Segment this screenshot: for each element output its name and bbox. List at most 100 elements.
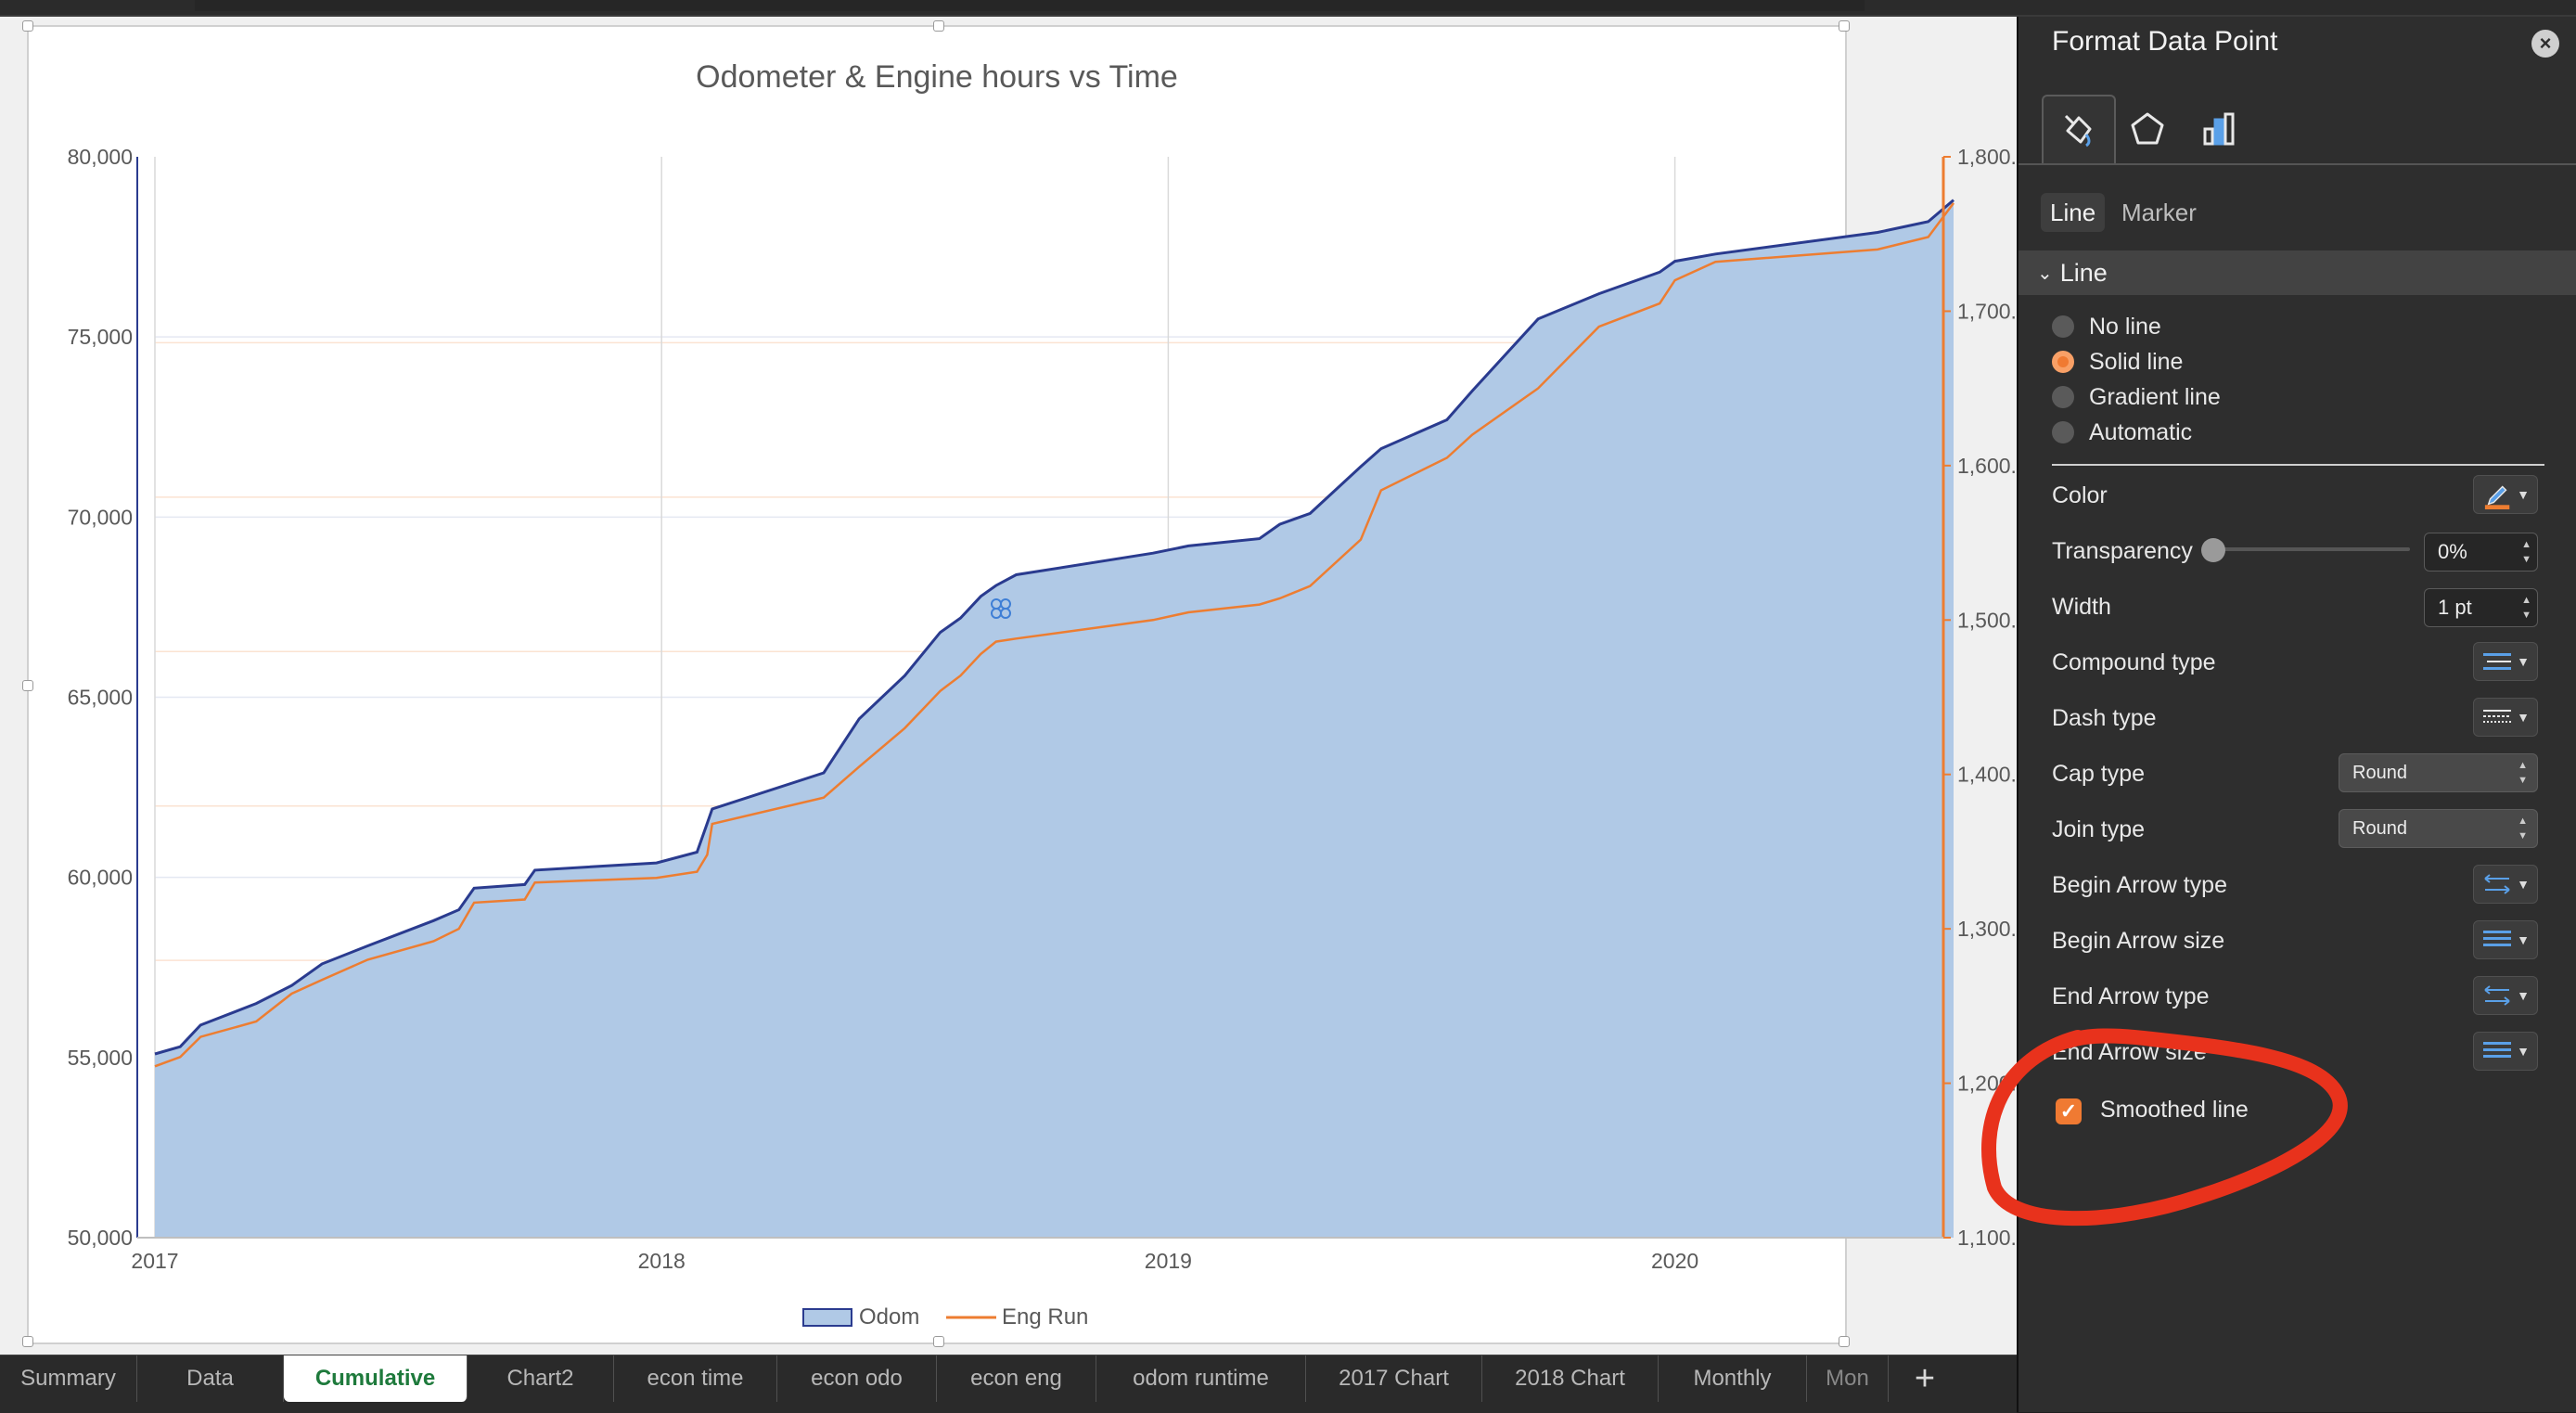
sheet-tab-econ-eng[interactable]: econ eng [937,1355,1096,1402]
radio-button[interactable] [2052,315,2074,338]
stepper-arrows-icon[interactable]: ▲ ▼ [2521,539,2531,565]
radio-button-selected[interactable] [2052,351,2074,373]
sheet-tab-monthly[interactable]: Monthly [1659,1355,1807,1402]
fill-line-category-button[interactable] [2042,95,2116,165]
resize-handle[interactable] [22,20,33,32]
begin-arrow-type-label: Begin Arrow type [2052,872,2227,898]
join-type-select[interactable]: Round ▲ ▼ [2339,809,2538,848]
line-color-picker[interactable]: ▼ [2473,475,2538,514]
sheet-tab-econ-time[interactable]: econ time [614,1355,777,1402]
begin-arrow-size-button[interactable]: ▼ [2473,920,2538,959]
x-axis-tick-label: 2018 [638,1249,686,1273]
chevron-down-icon: ▼ [2517,1044,2530,1059]
end-arrow-type-button[interactable]: ▼ [2473,976,2538,1015]
chart-svg[interactable]: Odometer & Engine hours vs Time 50,000 55… [0,33,2017,1371]
left-axis-tick-label: 50,000 [68,1226,133,1250]
chart-title[interactable]: Odometer & Engine hours vs Time [696,59,1178,95]
effects-category-button[interactable] [2112,95,2183,163]
end-arrow-type-label: End Arrow type [2052,983,2210,1009]
sheet-tab-2018-chart[interactable]: 2018 Chart [1482,1355,1659,1402]
chevron-down-icon: ▼ [2517,988,2530,1003]
engrun-series-line[interactable] [154,202,1955,1068]
formula-strip [195,0,1865,11]
dash-lines-icon [2483,710,2511,723]
arrow-type-icon [2484,985,2510,1006]
smoothed-line-label[interactable]: Smoothed line [2100,1097,2249,1123]
add-sheet-button[interactable]: + [1914,1358,1936,1398]
radio-gradient-line[interactable]: Gradient line [2052,380,2221,414]
chart-legend[interactable]: Odom Eng Run [802,1304,1088,1330]
radio-solid-line[interactable]: Solid line [2052,345,2183,379]
begin-arrow-type-button[interactable]: ▼ [2473,865,2538,904]
pentagon-icon [2131,112,2164,145]
line-section-header[interactable]: ⌄ Line [2019,250,2576,295]
stepper-arrows-icon[interactable]: ▲ ▼ [2521,595,2531,621]
sheet-tab-mon[interactable]: Mon [1807,1355,1889,1402]
sheet-tab-chart2[interactable]: Chart2 [468,1355,614,1402]
x-axis-tick-label: 2019 [1145,1249,1192,1273]
data-point-selection-marker[interactable] [991,598,1011,619]
engrun-line-layer[interactable] [154,202,1955,1068]
transparency-slider-thumb[interactable] [2201,538,2225,562]
sheet-tab-cumulative[interactable]: Cumulative [284,1355,468,1402]
category-tab-underline [2019,163,2576,165]
radio-button[interactable] [2052,386,2074,408]
select-arrows-icon: ▲ ▼ [2518,816,2528,841]
compound-lines-icon [2483,653,2511,670]
chevron-down-icon: ▼ [2517,932,2530,947]
axis-layer[interactable]: 50,000 55,000 60,000 65,000 70,000 75,000 80,0… [68,145,2017,1273]
pane-divider[interactable] [2017,17,2019,1412]
right-axis-tick-label: 1,500.0 [1957,608,2017,632]
odom-area-fill[interactable] [155,199,1954,1239]
radio-button[interactable] [2052,421,2074,443]
right-axis-tick-label: 1,700.0 [1957,299,2017,323]
resize-handle[interactable] [22,1336,33,1347]
right-axis-tick-label: 1,100.0 [1957,1226,2017,1250]
format-data-point-pane: Format Data Point × Line Marker ⌄ Line N… [2017,17,2576,1412]
width-value: 1 pt [2438,596,2472,619]
radio-no-line[interactable]: No line [2052,310,2161,343]
resize-handle[interactable] [22,680,33,691]
odom-series-line[interactable] [154,199,1954,1056]
begin-arrow-size-label: Begin Arrow size [2052,928,2225,954]
end-arrow-size-button[interactable]: ▼ [2473,1032,2538,1071]
resize-handle[interactable] [1839,20,1850,32]
right-axis-tick-label: 1,300.0 [1957,917,2017,941]
compound-type-button[interactable]: ▼ [2473,642,2538,681]
series-options-category-button[interactable] [2183,95,2253,163]
sheet-tab-data[interactable]: Data [137,1355,284,1402]
chevron-down-icon: ▼ [2517,654,2530,669]
subtab-marker[interactable]: Marker [2121,198,2197,226]
dash-type-button[interactable]: ▼ [2473,698,2538,737]
odom-area-layer[interactable] [154,199,1954,1239]
bar-chart-icon [2203,112,2235,146]
dash-type-label: Dash type [2052,705,2157,731]
right-axis-tick-label: 1,400.0 [1957,763,2017,787]
cap-type-select[interactable]: Round ▲ ▼ [2339,753,2538,792]
sheet-tab-summary[interactable]: Summary [0,1355,137,1402]
join-type-value: Round [2352,817,2407,839]
resize-handle[interactable] [1839,1336,1850,1347]
arrow-size-icon [2483,931,2511,946]
compound-type-label: Compound type [2052,649,2216,675]
resize-handle[interactable] [933,20,944,32]
transparency-value: 0% [2438,540,2467,563]
radio-label: No line [2089,313,2161,340]
resize-handle[interactable] [933,1336,944,1347]
legend-engrun-label: Eng Run [1002,1304,1088,1330]
transparency-label: Transparency [2052,538,2193,564]
transparency-input[interactable]: 0% ▲ ▼ [2424,533,2538,572]
color-label: Color [2052,482,2108,508]
width-input[interactable]: 1 pt ▲ ▼ [2424,588,2538,627]
transparency-slider-track[interactable] [2211,547,2410,551]
radio-automatic[interactable]: Automatic [2052,416,2192,449]
x-axis-tick-label: 2020 [1651,1249,1698,1273]
section-divider [2052,464,2544,466]
arrow-size-icon [2483,1042,2511,1058]
sheet-tab-odom-runtime[interactable]: odom runtime [1096,1355,1306,1402]
sheet-tab-2017-chart[interactable]: 2017 Chart [1306,1355,1482,1402]
subtab-line[interactable]: Line [2041,193,2106,232]
sheet-tab-econ-odo[interactable]: econ odo [777,1355,937,1402]
smoothed-line-checkbox[interactable]: ✓ [2056,1098,2082,1124]
close-pane-button[interactable]: × [2531,30,2559,58]
